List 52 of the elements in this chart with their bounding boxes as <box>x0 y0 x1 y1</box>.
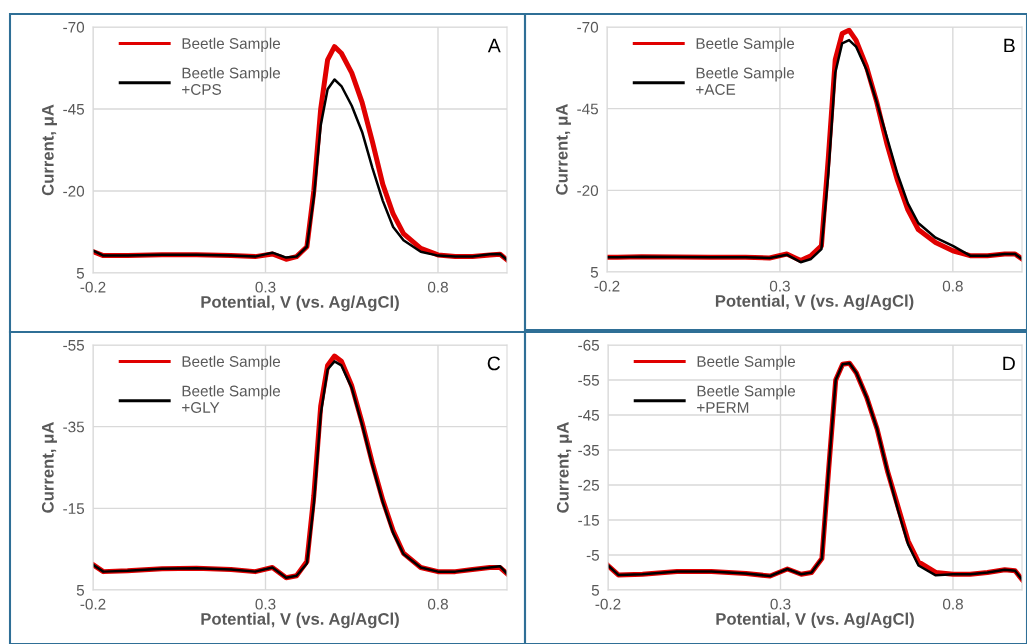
legend-label: Beetle Sample <box>182 355 281 370</box>
annotation: D <box>1003 356 1015 371</box>
x-tick-label: 0.8 <box>427 598 448 610</box>
legend-label: Beetle Sample +GLY <box>182 385 281 413</box>
y-tick-label: -65 <box>578 339 600 351</box>
y-tick-label: -5 <box>586 550 600 561</box>
x-axis-title: Potential, V (vs. Ag/AgCl) <box>201 612 399 629</box>
x-tick-label: -0.2 <box>595 598 621 610</box>
x-tick-label: 0.3 <box>255 598 276 610</box>
x-tick-label: 0.3 <box>770 598 791 610</box>
x-axis-title: Potential, V (vs. Ag/AgCl) <box>201 295 399 312</box>
y-tick-label: -35 <box>63 421 85 433</box>
x-tick-label: 0.8 <box>942 598 963 610</box>
y-tick-label: 5 <box>76 268 85 279</box>
legend-label: Beetle Sample <box>696 37 795 52</box>
y-axis-title: Current, μA <box>556 422 572 513</box>
legend-label: Beetle Sample +PERM <box>697 385 796 413</box>
y-tick-label: -45 <box>577 103 599 115</box>
x-axis-title: Potential, V (vs. Ag/AgCl) <box>716 612 914 629</box>
annotation: A <box>487 38 501 53</box>
annotation: B <box>1004 38 1015 53</box>
y-tick-label: -45 <box>578 410 600 421</box>
legend-label: Beetle Sample <box>182 37 281 52</box>
y-tick-label: 5 <box>76 585 85 596</box>
x-tick-label: 0.8 <box>942 280 963 292</box>
annotation: C <box>487 356 501 371</box>
x-axis-title: Potential, V (vs. Ag/AgCl) <box>715 294 914 311</box>
x-tick-label: -0.2 <box>80 281 106 293</box>
y-tick-label: -55 <box>63 340 85 351</box>
x-tick-label: 0.3 <box>769 280 790 292</box>
y-tick-label: 5 <box>591 585 600 596</box>
y-axis-title: Current, μA <box>41 422 57 513</box>
x-tick-label: 0.8 <box>427 281 448 293</box>
legend-label: Beetle Sample +CPS <box>182 67 281 95</box>
y-tick-label: -55 <box>578 375 600 386</box>
y-axis-title: Current, μA <box>555 104 571 195</box>
y-tick-label: -15 <box>578 515 600 526</box>
y-tick-label: -15 <box>63 503 85 515</box>
y-tick-label: -25 <box>578 479 600 491</box>
y-tick-label: -70 <box>63 21 85 33</box>
x-tick-label: 0.3 <box>255 281 276 293</box>
x-tick-label: -0.2 <box>594 280 620 292</box>
y-tick-label: 5 <box>590 267 599 278</box>
legend-label: Beetle Sample <box>697 355 796 370</box>
y-tick-label: -70 <box>577 21 599 33</box>
y-tick-label: -35 <box>578 444 600 456</box>
y-tick-label: -20 <box>577 185 599 197</box>
y-axis-title: Current, μA <box>41 104 57 196</box>
x-tick-label: -0.2 <box>80 598 106 610</box>
y-tick-label: -20 <box>63 185 85 197</box>
legend-label: Beetle Sample +ACE <box>696 67 795 95</box>
y-tick-label: -45 <box>63 104 85 115</box>
